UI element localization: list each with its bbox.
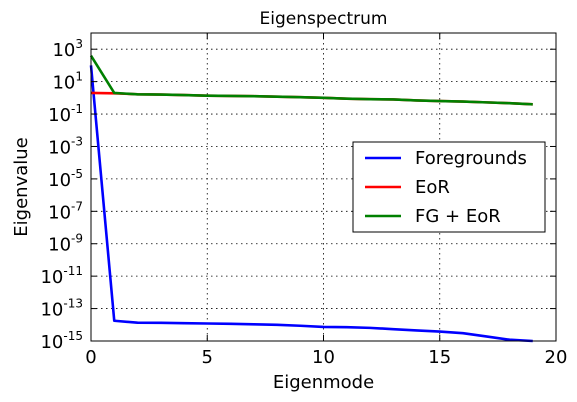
x-tick-label: 0: [85, 347, 96, 368]
legend: Foregrounds EoR FG + EoR: [352, 141, 546, 233]
y-tick-label: 10-11: [40, 264, 83, 288]
y-tick-label: 10-7: [48, 199, 83, 223]
y-tick-exponent: -13: [63, 297, 83, 311]
series-layer: [89, 55, 533, 343]
y-tick-label: 10-3: [48, 134, 83, 158]
y-tick-exponent: -3: [71, 134, 83, 148]
legend-label: Foregrounds: [415, 148, 527, 169]
y-tick-base: 10: [52, 40, 75, 61]
x-tick-label: 5: [202, 347, 213, 368]
y-tick-labels: 10310110-110-310-510-710-910-1110-1310-1…: [40, 37, 83, 353]
y-tick-label: 10-15: [40, 329, 83, 353]
y-tick-exponent: 3: [75, 37, 83, 51]
y-tick-label: 10-5: [48, 167, 83, 191]
y-tick-exponent: -5: [71, 167, 83, 181]
x-axis-label: Eigenmode: [273, 372, 374, 393]
y-tick-exponent: -11: [63, 264, 83, 278]
y-tick-label: 10-9: [48, 232, 83, 256]
axis-ticks: [90, 33, 557, 342]
y-tick-base: 10: [48, 235, 71, 256]
series-line-fg-eor: [89, 55, 533, 106]
y-tick-base: 10: [40, 300, 63, 321]
y-tick-exponent: -7: [71, 199, 83, 213]
x-tick-label: 15: [428, 347, 451, 368]
y-tick-label: 10-1: [48, 102, 83, 126]
x-tick-labels: 0 5 10 15 20: [85, 347, 567, 368]
y-tick-base: 10: [52, 73, 75, 94]
y-tick-label: 10-13: [40, 297, 83, 321]
y-tick-base: 10: [48, 170, 71, 191]
y-tick-exponent: -1: [71, 102, 83, 116]
legend-label: EoR: [415, 177, 450, 198]
y-tick-exponent: 1: [75, 70, 83, 84]
y-tick-base: 10: [48, 202, 71, 223]
x-tick-label: 20: [545, 347, 568, 368]
y-tick-label: 101: [52, 70, 83, 94]
y-tick-base: 10: [40, 332, 63, 353]
x-tick-label: 10: [312, 347, 335, 368]
y-tick-label: 103: [52, 37, 83, 61]
y-tick-exponent: -9: [71, 232, 83, 246]
chart-title: Eigenspectrum: [260, 9, 388, 29]
y-tick-exponent: -15: [63, 329, 83, 343]
y-tick-base: 10: [40, 267, 63, 288]
y-axis-label: Eigenvalue: [11, 137, 32, 236]
legend-label: FG + EoR: [415, 206, 501, 227]
y-tick-base: 10: [48, 137, 71, 158]
series-line-foregrounds: [89, 65, 533, 343]
y-tick-base: 10: [48, 105, 71, 126]
